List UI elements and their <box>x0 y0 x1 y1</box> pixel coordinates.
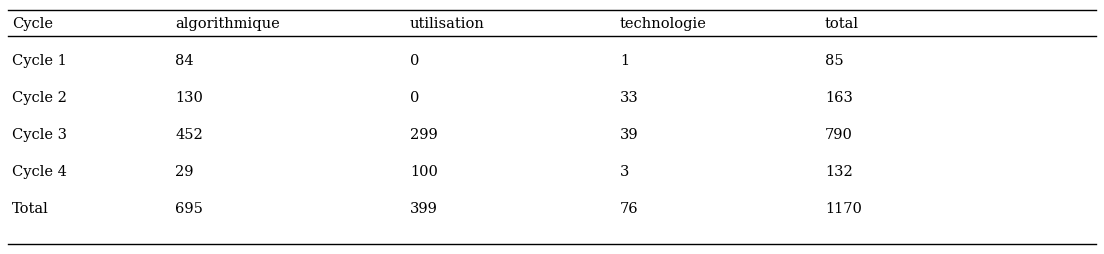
Text: 39: 39 <box>620 128 638 142</box>
Text: 3: 3 <box>620 165 629 179</box>
Text: 452: 452 <box>176 128 203 142</box>
Text: 790: 790 <box>825 128 853 142</box>
Text: Cycle 3: Cycle 3 <box>12 128 67 142</box>
Text: Cycle 2: Cycle 2 <box>12 91 67 105</box>
Text: 29: 29 <box>176 165 193 179</box>
Text: 130: 130 <box>176 91 203 105</box>
Text: 100: 100 <box>410 165 438 179</box>
Text: total: total <box>825 17 859 31</box>
Text: 1170: 1170 <box>825 202 862 216</box>
Text: Cycle 4: Cycle 4 <box>12 165 67 179</box>
Text: Cycle: Cycle <box>12 17 53 31</box>
Text: Cycle 1: Cycle 1 <box>12 54 66 68</box>
Text: 299: 299 <box>410 128 438 142</box>
Text: 1: 1 <box>620 54 629 68</box>
Text: 33: 33 <box>620 91 639 105</box>
Text: Total: Total <box>12 202 49 216</box>
Text: 399: 399 <box>410 202 438 216</box>
Text: algorithmique: algorithmique <box>176 17 279 31</box>
Text: 85: 85 <box>825 54 843 68</box>
Text: 0: 0 <box>410 54 420 68</box>
Text: utilisation: utilisation <box>410 17 485 31</box>
Text: technologie: technologie <box>620 17 707 31</box>
Text: 132: 132 <box>825 165 852 179</box>
Text: 163: 163 <box>825 91 853 105</box>
Text: 695: 695 <box>176 202 203 216</box>
Text: 0: 0 <box>410 91 420 105</box>
Text: 76: 76 <box>620 202 638 216</box>
Text: 84: 84 <box>176 54 193 68</box>
